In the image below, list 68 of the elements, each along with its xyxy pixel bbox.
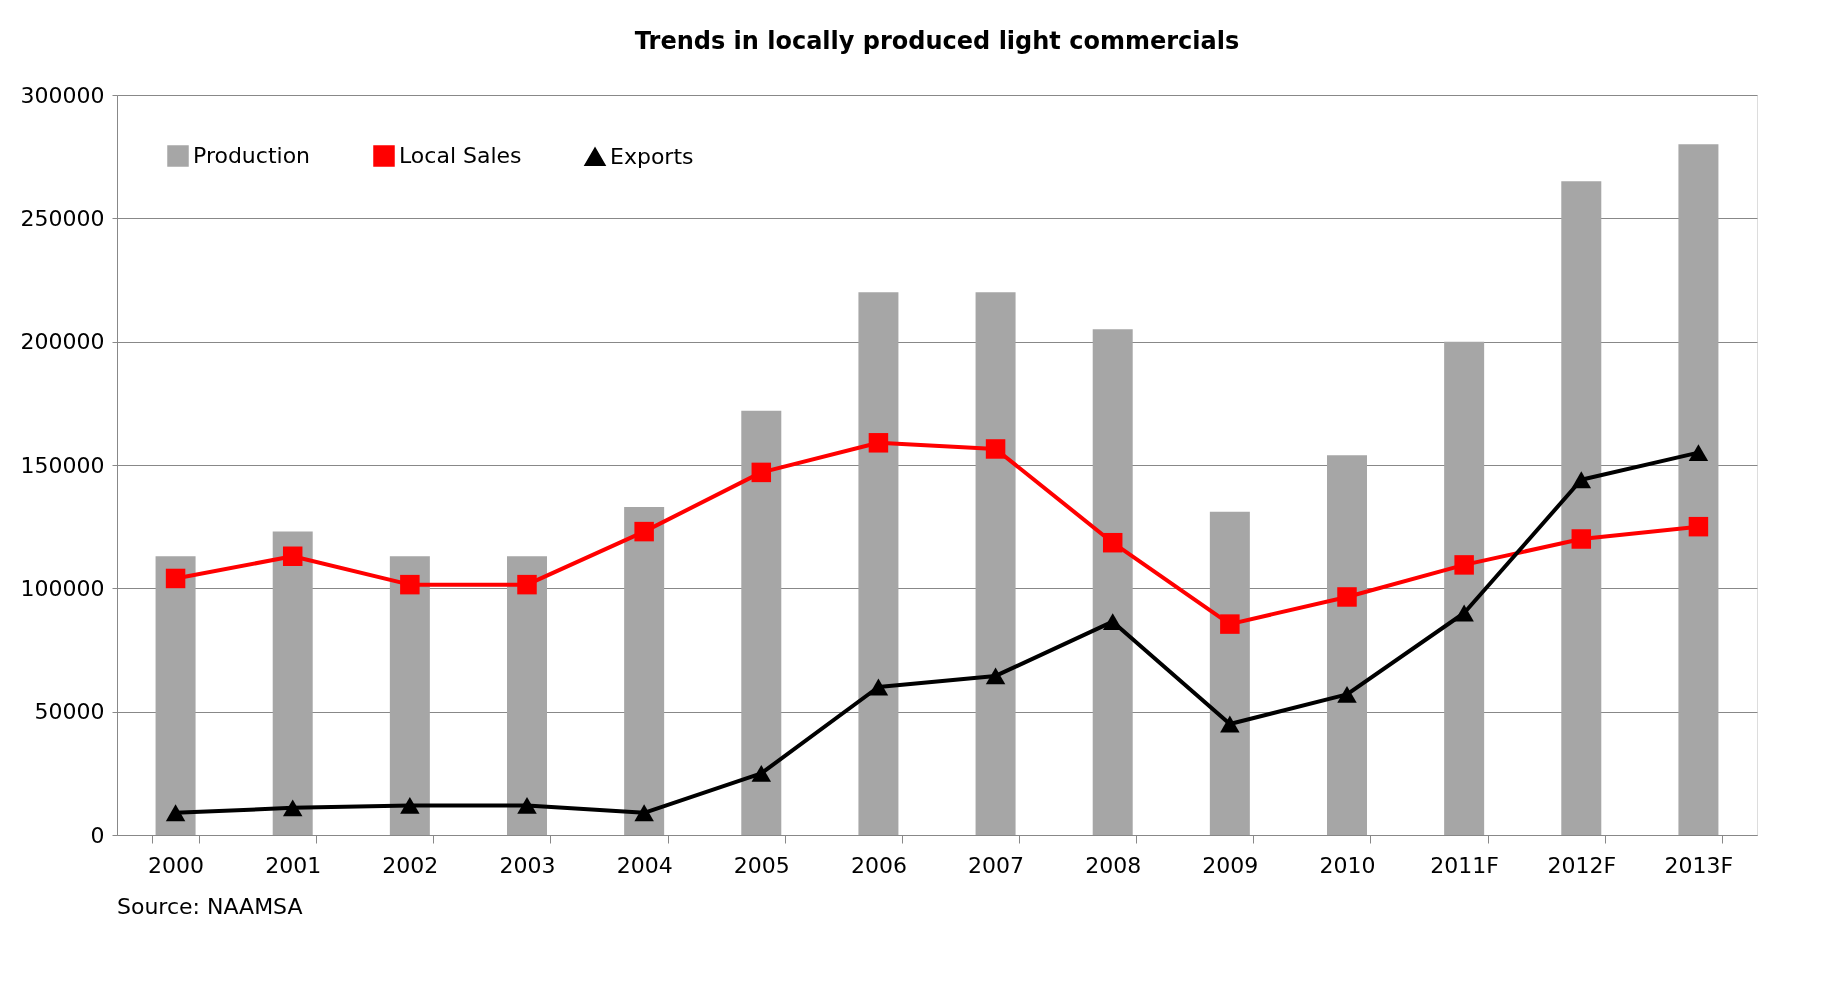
x-tick-label: 2005 [733, 852, 790, 878]
y-tick-label: 150000 [20, 452, 105, 478]
y-tick-label: 250000 [20, 205, 105, 231]
point [751, 462, 772, 483]
point [165, 568, 186, 589]
point [1571, 471, 1592, 489]
bar [741, 410, 782, 835]
bar [1444, 341, 1485, 835]
bar [155, 556, 196, 835]
x-tick-label: 2007 [968, 852, 1025, 878]
point [282, 546, 303, 567]
bar [1561, 181, 1602, 835]
bar [975, 292, 1016, 835]
point [1337, 685, 1357, 703]
bar [1678, 144, 1719, 835]
y-tick-label: 300000 [20, 82, 105, 108]
x-tick-label: 2002 [382, 852, 439, 878]
chart-title: Trends in locally produced light commercials [634, 27, 1240, 55]
x-tick-label: 2000 [148, 852, 205, 878]
point [1688, 516, 1709, 537]
y-tick-label: 0 [90, 822, 105, 848]
point [1454, 555, 1474, 575]
x-tick-label: 2006 [850, 852, 907, 878]
point [985, 439, 1006, 459]
bar [858, 292, 899, 835]
point [868, 678, 889, 696]
x-tick-label: 2010 [1319, 852, 1376, 878]
bar [1092, 329, 1133, 835]
point [751, 764, 772, 782]
bar [1327, 455, 1367, 835]
point [1571, 529, 1592, 549]
point [868, 433, 889, 453]
x-tick-label: 2012F [1547, 852, 1617, 878]
x-tick-label: 2003 [499, 852, 556, 878]
y-tick-label: 50000 [34, 699, 105, 725]
x-tick-label: 2011F [1430, 852, 1499, 878]
point [1102, 613, 1123, 631]
point [634, 521, 654, 542]
point [985, 667, 1006, 685]
point [165, 804, 186, 822]
bar [389, 556, 430, 835]
point [400, 574, 420, 595]
bar [624, 506, 665, 835]
legend-label: Exports [610, 143, 694, 169]
x-tick-label: 2008 [1085, 852, 1142, 878]
x-tick-label: 2001 [265, 852, 322, 878]
x-tick-label: 2004 [616, 852, 673, 878]
point [1102, 532, 1123, 553]
source-note: Source: NAAMSA [117, 894, 303, 919]
x-tick-label: 2013F [1664, 852, 1734, 878]
point [1220, 715, 1240, 733]
x-tick-label: 2009 [1202, 852, 1259, 878]
point [282, 799, 303, 817]
bar [1209, 511, 1250, 835]
point [1220, 614, 1240, 634]
point [1337, 587, 1357, 607]
legend-label: Local Sales [399, 143, 522, 168]
point [1688, 444, 1709, 462]
point [400, 796, 420, 814]
point [634, 804, 654, 822]
legend-label: Production [193, 143, 311, 168]
bar [507, 556, 547, 835]
y-tick-label: 100000 [20, 575, 105, 601]
point [1454, 604, 1474, 622]
point [517, 574, 537, 595]
y-tick-label: 200000 [20, 329, 105, 355]
point [517, 796, 537, 814]
bar [272, 531, 313, 835]
